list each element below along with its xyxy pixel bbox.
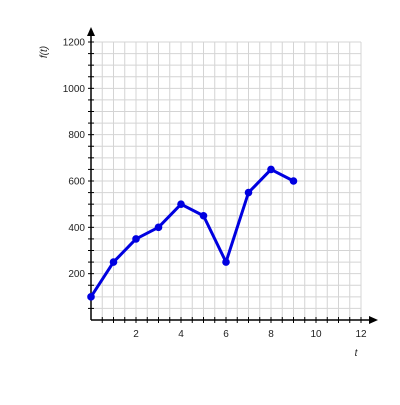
data-point xyxy=(154,223,163,232)
y-tick-label: 600 xyxy=(68,177,85,188)
series-layer xyxy=(87,165,298,301)
grid xyxy=(91,41,362,320)
x-tick-label: 6 xyxy=(223,329,229,340)
axes xyxy=(87,27,378,324)
data-point xyxy=(87,293,95,301)
y-tick-label: 400 xyxy=(68,223,85,234)
y-tick-label: 1200 xyxy=(63,38,86,49)
data-point xyxy=(244,188,253,197)
x-tick-label: 12 xyxy=(355,329,367,340)
data-point xyxy=(109,258,118,266)
data-point xyxy=(199,211,208,220)
y-tick-label: 1000 xyxy=(63,84,86,95)
data-point xyxy=(289,177,298,185)
x-tick-label: 2 xyxy=(133,329,139,340)
y-axis-arrow-icon xyxy=(87,27,95,36)
tick-labels: 2 4 6 8 10 12 200 400 600 800 1000 1200 xyxy=(63,38,367,341)
x-tick-label: 10 xyxy=(310,329,322,340)
x-axis-label: t xyxy=(355,348,359,359)
data-point xyxy=(132,235,140,243)
y-tick-label: 800 xyxy=(68,130,85,141)
x-tick-label: 4 xyxy=(178,329,184,340)
data-point xyxy=(177,200,185,208)
y-axis-label: f(t) xyxy=(39,46,50,58)
series-line xyxy=(89,167,295,299)
y-tick-label: 200 xyxy=(68,269,85,280)
x-tick-label: 8 xyxy=(268,329,274,340)
x-axis-arrow-icon xyxy=(369,316,378,324)
data-point xyxy=(222,258,230,266)
data-point xyxy=(267,165,275,174)
